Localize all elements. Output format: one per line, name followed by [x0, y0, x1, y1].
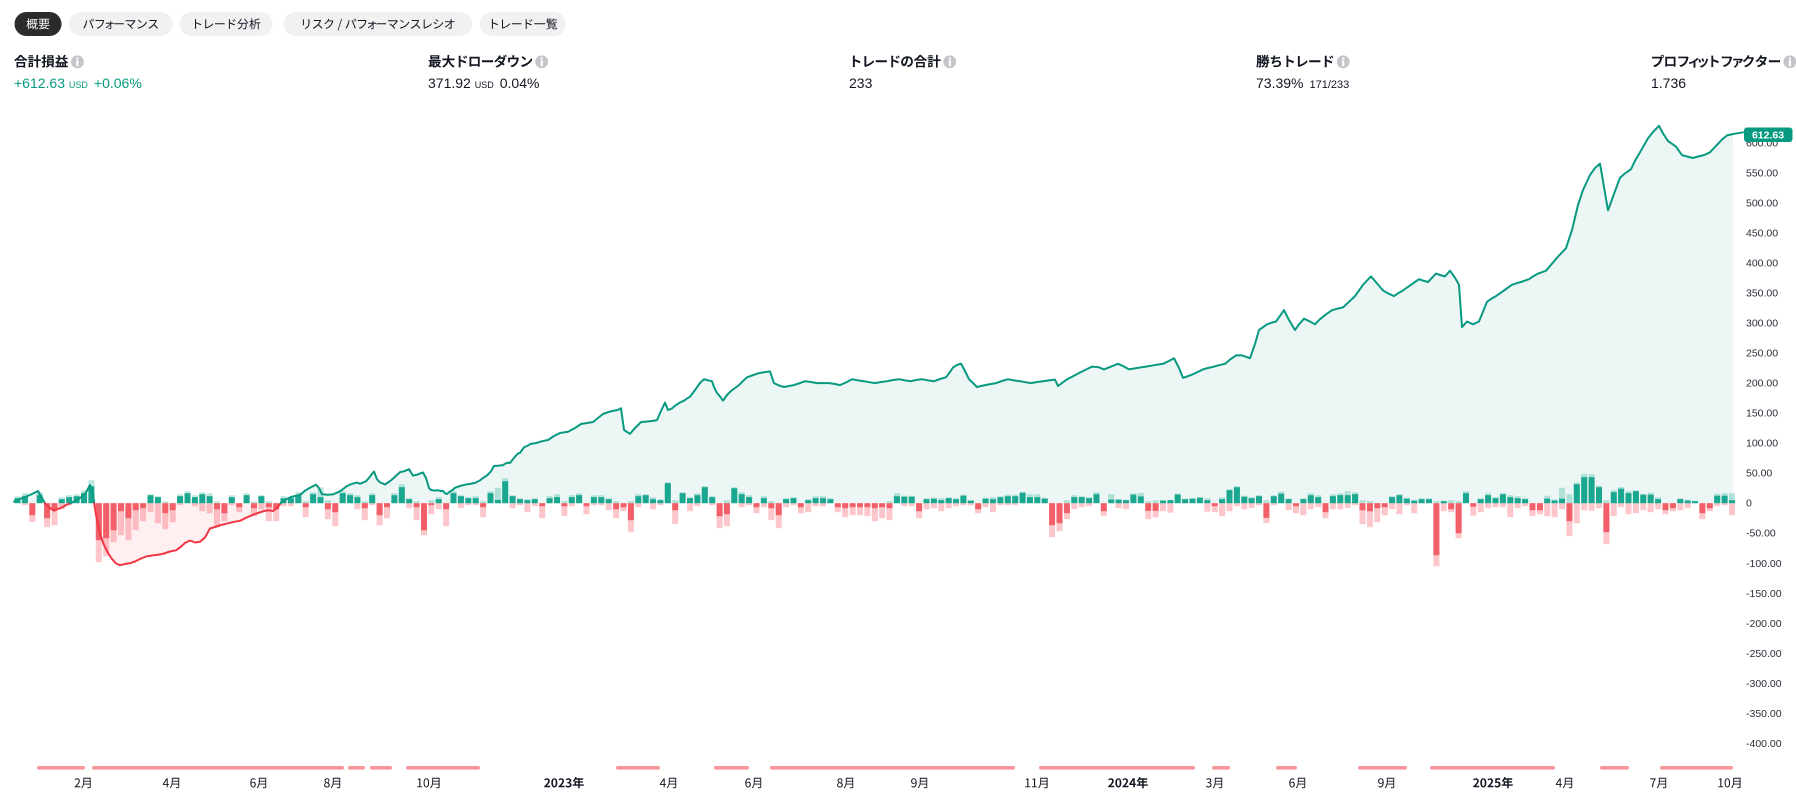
svg-text:0: 0 — [1746, 498, 1752, 510]
svg-text:400.00: 400.00 — [1746, 258, 1778, 270]
svg-text:450.00: 450.00 — [1746, 228, 1778, 240]
svg-text:300.00: 300.00 — [1746, 318, 1778, 330]
svg-text:500.00: 500.00 — [1746, 197, 1778, 209]
svg-text:-300.00: -300.00 — [1746, 678, 1782, 690]
svg-text:-400.00: -400.00 — [1746, 738, 1782, 750]
svg-text:250.00: 250.00 — [1746, 348, 1778, 360]
svg-text:-100.00: -100.00 — [1746, 558, 1782, 570]
svg-text:-50.00: -50.00 — [1746, 528, 1776, 540]
svg-text:-150.00: -150.00 — [1746, 588, 1782, 600]
svg-text:-350.00: -350.00 — [1746, 708, 1782, 720]
svg-text:612.63: 612.63 — [1752, 129, 1784, 141]
svg-text:100.00: 100.00 — [1746, 438, 1778, 450]
svg-text:-200.00: -200.00 — [1746, 618, 1782, 630]
svg-text:550.00: 550.00 — [1746, 167, 1778, 179]
svg-text:200.00: 200.00 — [1746, 378, 1778, 390]
svg-text:350.00: 350.00 — [1746, 288, 1778, 300]
svg-text:50.00: 50.00 — [1746, 468, 1772, 480]
svg-text:-250.00: -250.00 — [1746, 648, 1782, 660]
svg-text:150.00: 150.00 — [1746, 408, 1778, 420]
